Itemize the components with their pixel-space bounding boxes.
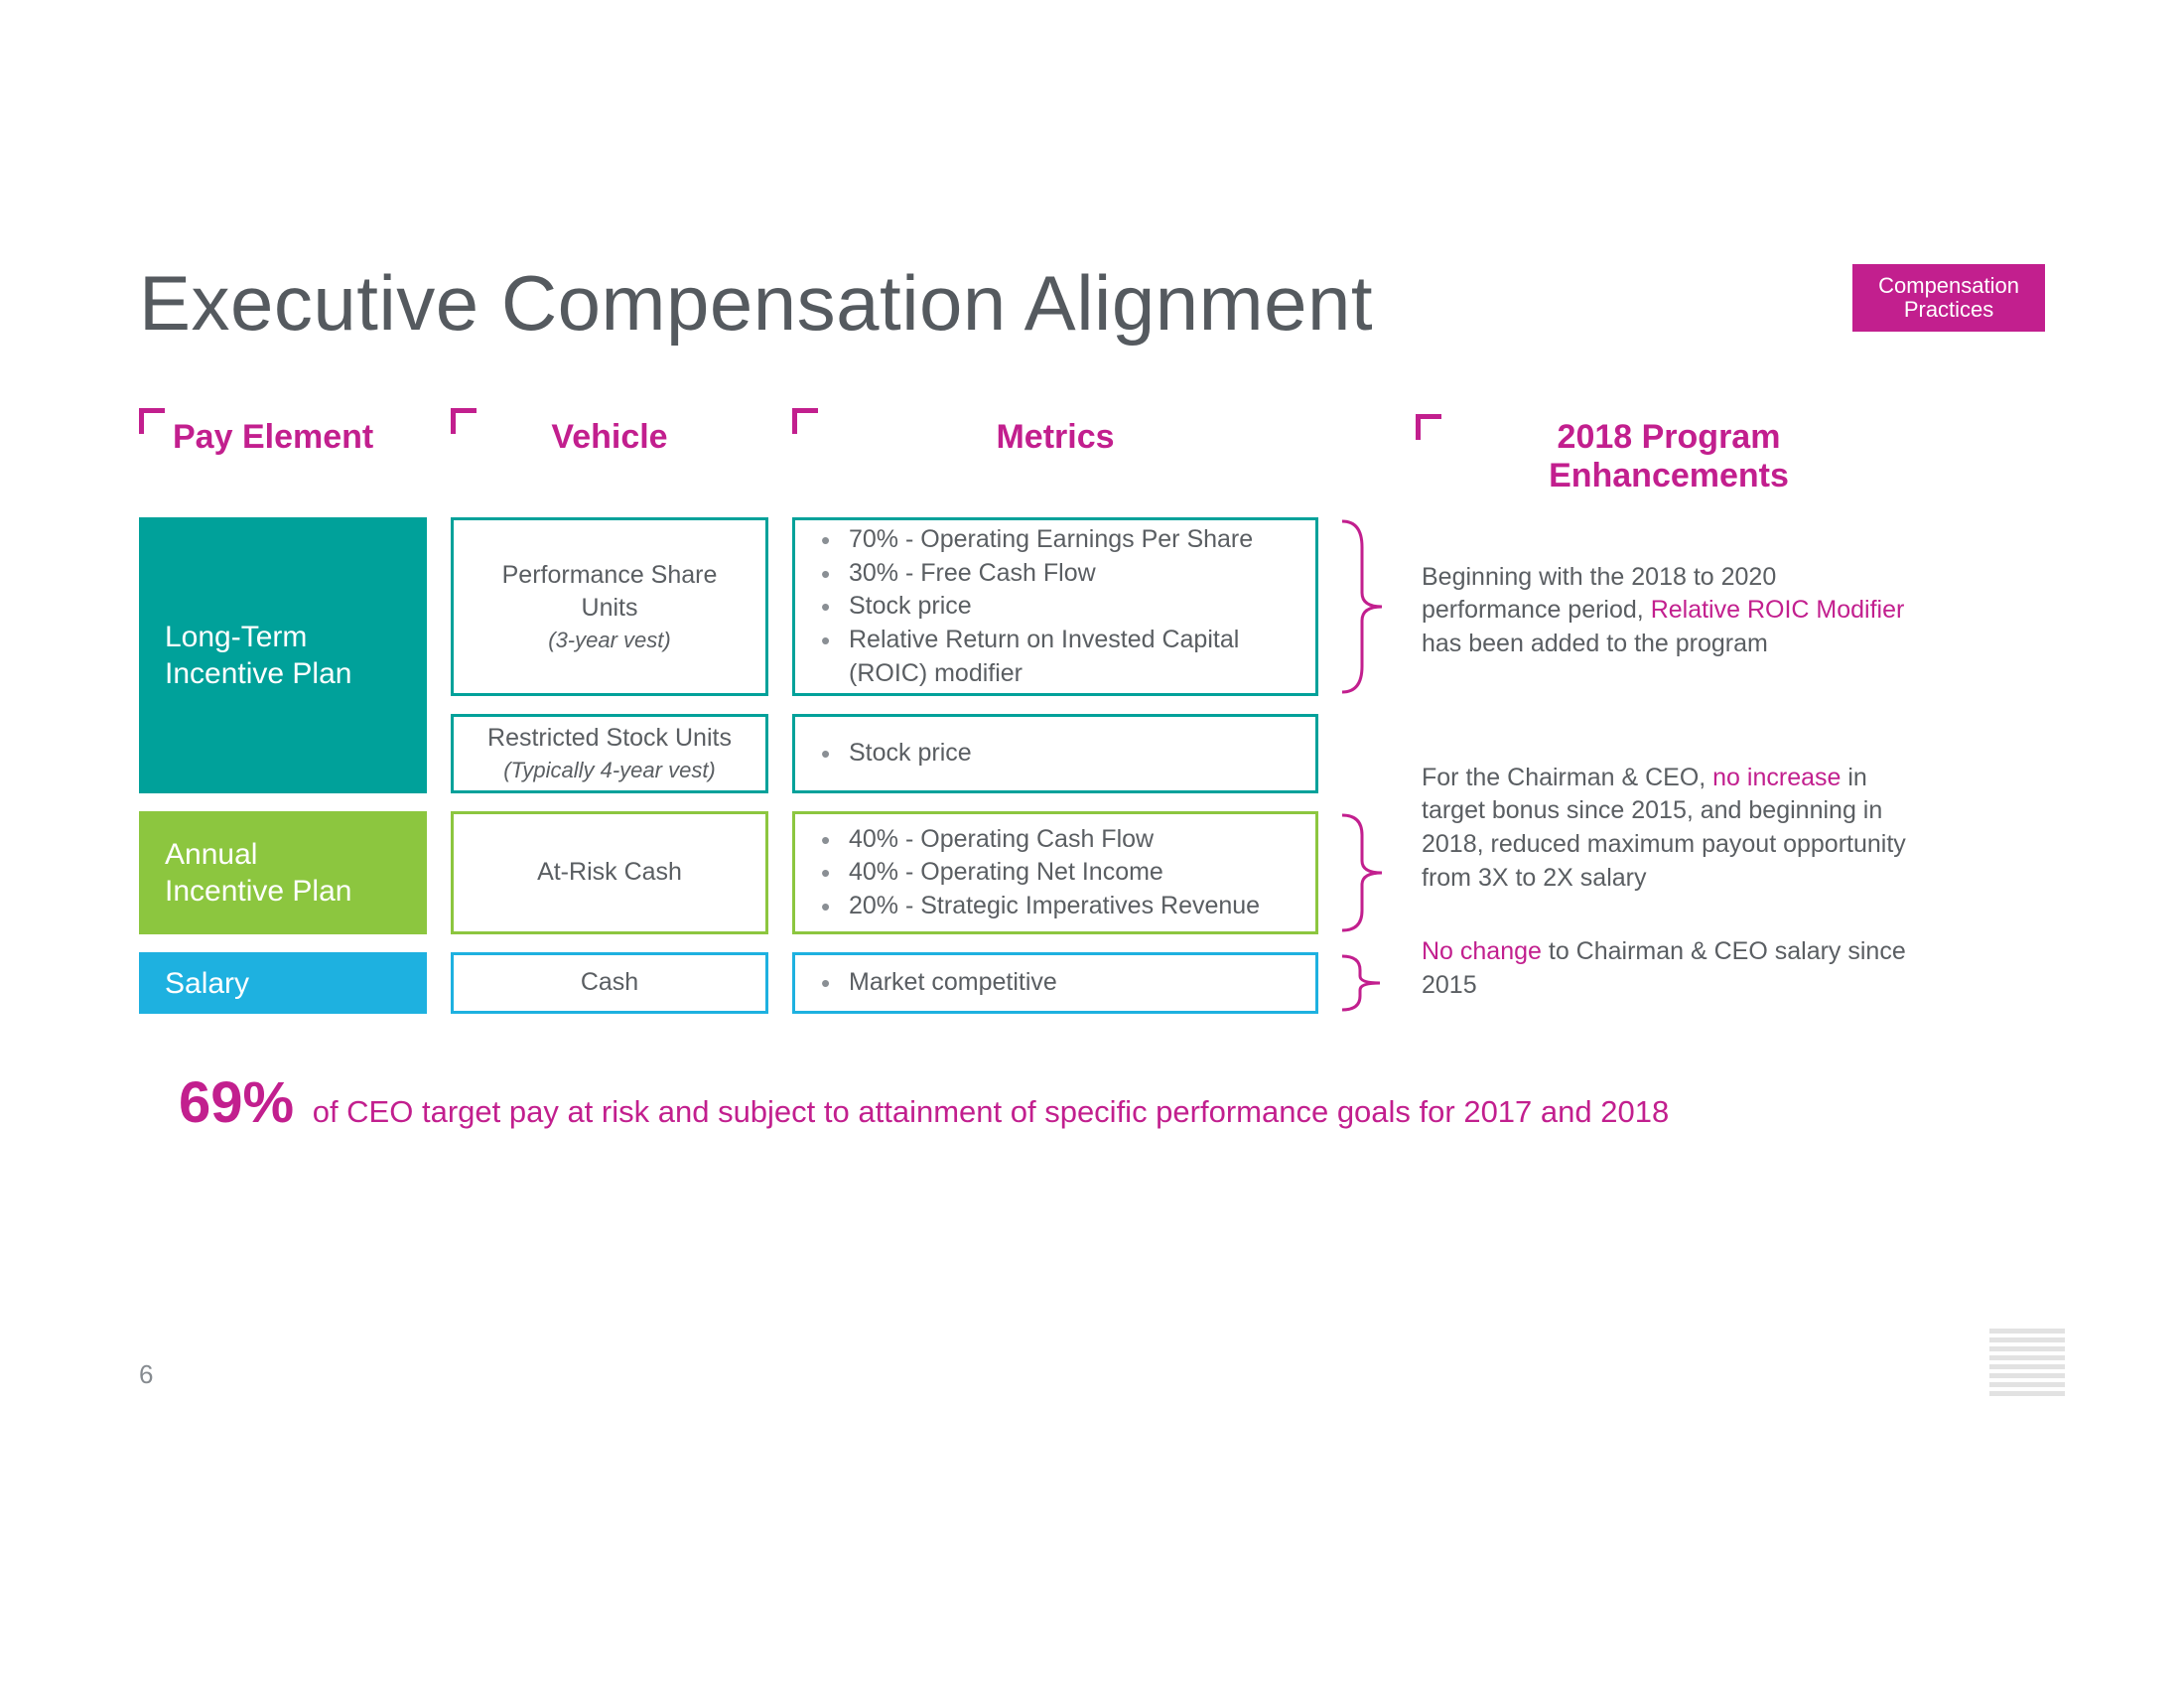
connector-column (1342, 517, 1392, 1014)
ltip-line2: Incentive Plan (165, 655, 351, 693)
corner-decor (451, 408, 477, 434)
annual-line1: Annual (165, 836, 257, 874)
pay-tile-salary: Salary (139, 952, 427, 1014)
title-row: Executive Compensation Alignment Compens… (139, 258, 2045, 349)
ltip-line1: Long-Term (165, 619, 307, 656)
enh2-part-b: no increase (1712, 764, 1841, 791)
connector-ltip (1342, 517, 1392, 696)
enh1-part-c: has been added to the program (1422, 630, 1768, 657)
connector-salary (1342, 952, 1392, 1014)
metrics-ltip2-list: Stock price (821, 737, 1290, 771)
pay-element-column: Long-Term Incentive Plan Annual Incentiv… (139, 517, 427, 1014)
list-item: 70% - Operating Earnings Per Share (821, 523, 1290, 557)
vehicle-column: Performance Share Units (3-year vest) Re… (451, 517, 768, 1014)
enh3-part-a: No change (1422, 937, 1542, 965)
list-item: Market competitive (821, 966, 1290, 1000)
header-enh-line2: Enhancements (1549, 457, 1789, 494)
metrics-ltip1: 70% - Operating Earnings Per Share 30% -… (792, 517, 1318, 696)
ibm-logo-icon (1989, 1329, 2065, 1400)
body-grid: Long-Term Incentive Plan Annual Incentiv… (139, 517, 2045, 1014)
compensation-practices-badge: Compensation Practices (1852, 264, 2045, 332)
vehicle-rsu: Restricted Stock Units (Typically 4-year… (451, 714, 768, 793)
header-metrics: Metrics (792, 418, 1318, 457)
header-vehicle: Vehicle (451, 418, 768, 457)
footer-text: of CEO target pay at risk and subject to… (304, 1094, 1669, 1129)
header-pay-element: Pay Element (139, 418, 427, 457)
rsu-line2: (Typically 4-year vest) (503, 756, 716, 785)
enh-block-1: Beginning with the 2018 to 2020 performa… (1416, 517, 1922, 696)
annual-line2: Incentive Plan (165, 873, 351, 911)
list-item: Stock price (821, 737, 1290, 771)
enh-block-3: No change to Chairman & CEO salary since… (1416, 934, 1922, 996)
list-item: 30% - Free Cash Flow (821, 557, 1290, 591)
connector-gap1 (1342, 714, 1392, 793)
list-item: 20% - Strategic Imperatives Revenue (821, 890, 1290, 923)
metrics-annual: 40% - Operating Cash Flow 40% - Operatin… (792, 811, 1318, 934)
spacer (1416, 696, 1922, 714)
metrics-ltip1-list: 70% - Operating Earnings Per Share 30% -… (821, 523, 1290, 691)
header-enh-line1: 2018 Program (1558, 418, 1781, 456)
metrics-ltip2: Stock price (792, 714, 1318, 793)
vehicle-atrisk: At-Risk Cash (451, 811, 768, 934)
bracket-icon (1336, 517, 1396, 696)
header-enhancements: 2018 Program Enhancements (1416, 418, 1922, 495)
header-metrics-text: Metrics (996, 418, 1114, 456)
salary-label: Salary (165, 965, 249, 1003)
metrics-annual-list: 40% - Operating Cash Flow 40% - Operatin… (821, 823, 1290, 923)
corner-decor (139, 408, 165, 434)
bracket-icon (1336, 811, 1396, 934)
corner-decor (1416, 414, 1441, 440)
page-title: Executive Compensation Alignment (139, 258, 1373, 349)
enh1-part-b: Relative ROIC Modifier (1651, 596, 1905, 624)
bracket-icon (1336, 952, 1396, 1014)
list-item: Relative Return on Invested Capital (ROI… (821, 624, 1290, 691)
psu-line2: (3-year vest) (548, 626, 670, 655)
enh2-part-a: For the Chairman & CEO, (1422, 764, 1712, 791)
enh-block-2: For the Chairman & CEO, no increase in t… (1416, 714, 1922, 934)
metrics-column: 70% - Operating Earnings Per Share 30% -… (792, 517, 1318, 1014)
connector-annual (1342, 811, 1392, 934)
metrics-salary-list: Market competitive (821, 966, 1290, 1000)
enhancements-column: Beginning with the 2018 to 2020 performa… (1416, 517, 1922, 996)
cash-label: Cash (581, 966, 638, 1000)
footer-stat: 69% of CEO target pay at risk and subjec… (139, 1069, 2045, 1136)
metrics-salary: Market competitive (792, 952, 1318, 1014)
pay-tile-annual: Annual Incentive Plan (139, 811, 427, 934)
pay-tile-ltip: Long-Term Incentive Plan (139, 517, 427, 793)
header-vehicle-text: Vehicle (551, 418, 667, 456)
header-grid: Pay Element Vehicle Metrics 2018 Program… (139, 418, 2045, 517)
header-pay-text: Pay Element (173, 418, 373, 456)
list-item: Stock price (821, 590, 1290, 624)
page-number: 6 (139, 1359, 153, 1390)
badge-line1: Compensation (1878, 274, 2019, 298)
footer-percent: 69% (179, 1070, 294, 1135)
rsu-line1: Restricted Stock Units (487, 722, 732, 756)
corner-decor (792, 408, 818, 434)
badge-line2: Practices (1878, 298, 2019, 322)
vehicle-psu: Performance Share Units (3-year vest) (451, 517, 768, 696)
vehicle-cash: Cash (451, 952, 768, 1014)
psu-line1: Performance Share Units (479, 559, 740, 627)
list-item: 40% - Operating Net Income (821, 856, 1290, 890)
atrisk-label: At-Risk Cash (537, 856, 682, 890)
list-item: 40% - Operating Cash Flow (821, 823, 1290, 857)
